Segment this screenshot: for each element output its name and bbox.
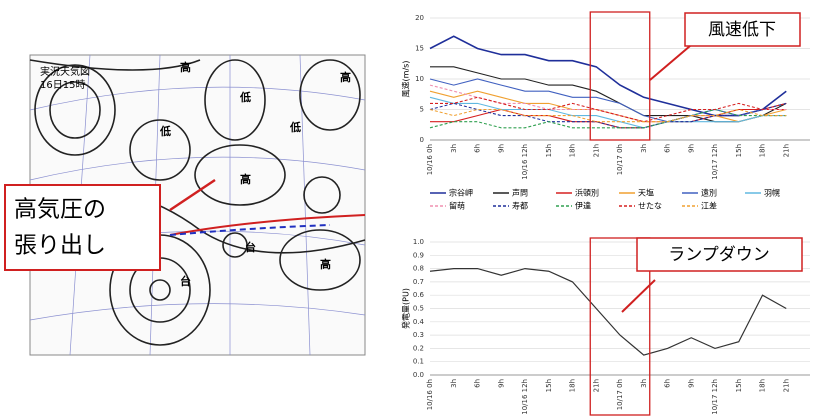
x-tick-label: 10/16 0h	[426, 144, 434, 175]
y-tick-label: 0.4	[413, 318, 425, 326]
legend-label: 江差	[701, 201, 717, 211]
x-tick-label: 10/17 12h	[711, 144, 719, 180]
x-tick-label: 10/16 0h	[426, 379, 434, 410]
y-tick-label: 5	[420, 106, 424, 114]
legend-label: 声問	[512, 188, 528, 198]
y-tick-label: 0.7	[413, 278, 424, 286]
x-tick-label: 9h	[687, 379, 695, 388]
annotation: 風速低下	[708, 20, 776, 40]
pressure-label: 高	[240, 172, 251, 186]
page: 実況天気図 16日15時 高低低高低高台台高 高気圧の 張り出し 0510152…	[0, 0, 815, 416]
y-tick-label: 0.2	[413, 344, 424, 352]
x-tick-label: 10/16 12h	[521, 144, 529, 180]
legend-label: 遠別	[701, 188, 717, 198]
x-tick-label: 6h	[664, 379, 672, 388]
x-tick-label: 6h	[664, 144, 672, 153]
y-tick-label: 0.1	[413, 358, 424, 366]
pressure-label: 低	[159, 124, 171, 138]
x-tick-label: 3h	[640, 379, 648, 388]
x-tick-label: 15h	[545, 144, 553, 157]
x-tick-label: 3h	[640, 144, 648, 153]
y-tick-label: 0.0	[413, 371, 424, 379]
x-tick-label: 21h	[592, 379, 600, 392]
y-axis-label: 風速(m/s)	[402, 61, 411, 98]
map-time: 16日15時	[40, 79, 85, 91]
y-tick-label: 0.3	[413, 331, 424, 339]
pressure-label: 台	[180, 274, 191, 288]
x-tick-label: 18h	[569, 144, 577, 157]
x-tick-label: 10/17 0h	[616, 379, 624, 410]
x-tick-label: 21h	[782, 379, 790, 392]
y-tick-label: 1.0	[413, 238, 424, 246]
map-title: 実況天気図	[40, 65, 90, 78]
annotation: ランプダウン	[668, 245, 770, 265]
x-tick-label: 21h	[592, 144, 600, 157]
annotation-arrow	[650, 46, 690, 80]
x-tick-label: 21h	[782, 144, 790, 157]
y-tick-label: 0.5	[413, 305, 424, 313]
x-tick-label: 18h	[759, 379, 767, 392]
x-tick-label: 10/16 12h	[521, 379, 529, 415]
y-tick-label: 0.6	[413, 291, 425, 299]
x-tick-label: 15h	[735, 379, 743, 392]
legend-label: 寿都	[512, 201, 528, 211]
x-tick-label: 9h	[497, 379, 505, 388]
y-tick-label: 10	[415, 75, 424, 83]
pressure-label: 高	[180, 60, 191, 74]
legend-label: 浜頓別	[575, 188, 599, 198]
legend-label: せたな	[638, 202, 662, 211]
y-tick-label: 20	[415, 14, 424, 22]
pressure-label: 台	[245, 240, 256, 254]
callout-text: 張り出し	[14, 233, 106, 259]
y-tick-label: 0.9	[413, 251, 424, 259]
legend-label: 留萌	[449, 201, 465, 211]
x-tick-label: 6h	[474, 144, 482, 153]
x-tick-label: 10/17 0h	[616, 144, 624, 175]
legend-label: 天塩	[638, 188, 654, 198]
pressure-label: 高	[320, 257, 331, 271]
x-tick-label: 15h	[545, 379, 553, 392]
x-tick-label: 6h	[474, 379, 482, 388]
x-tick-label: 9h	[687, 144, 695, 153]
y-tick-label: 15	[415, 45, 424, 53]
pressure-label: 低	[239, 90, 251, 104]
x-tick-label: 9h	[497, 144, 505, 153]
y-axis-label: 発電量(PU)	[402, 288, 411, 329]
y-tick-label: 0.8	[413, 265, 424, 273]
callout-text: 高気圧の	[14, 197, 106, 223]
data-line	[430, 91, 786, 122]
x-tick-label: 3h	[450, 379, 458, 388]
legend-label: 宗谷岬	[449, 188, 473, 198]
legend-label: 羽幌	[764, 188, 780, 198]
legend-label: 伊達	[575, 201, 591, 211]
x-tick-label: 15h	[735, 144, 743, 157]
x-tick-label: 3h	[450, 144, 458, 153]
x-tick-label: 10/17 12h	[711, 379, 719, 415]
pressure-label: 低	[289, 120, 301, 134]
pressure-label: 高	[340, 70, 351, 84]
x-tick-label: 18h	[759, 144, 767, 157]
x-tick-label: 18h	[569, 379, 577, 392]
y-tick-label: 0	[420, 136, 424, 144]
